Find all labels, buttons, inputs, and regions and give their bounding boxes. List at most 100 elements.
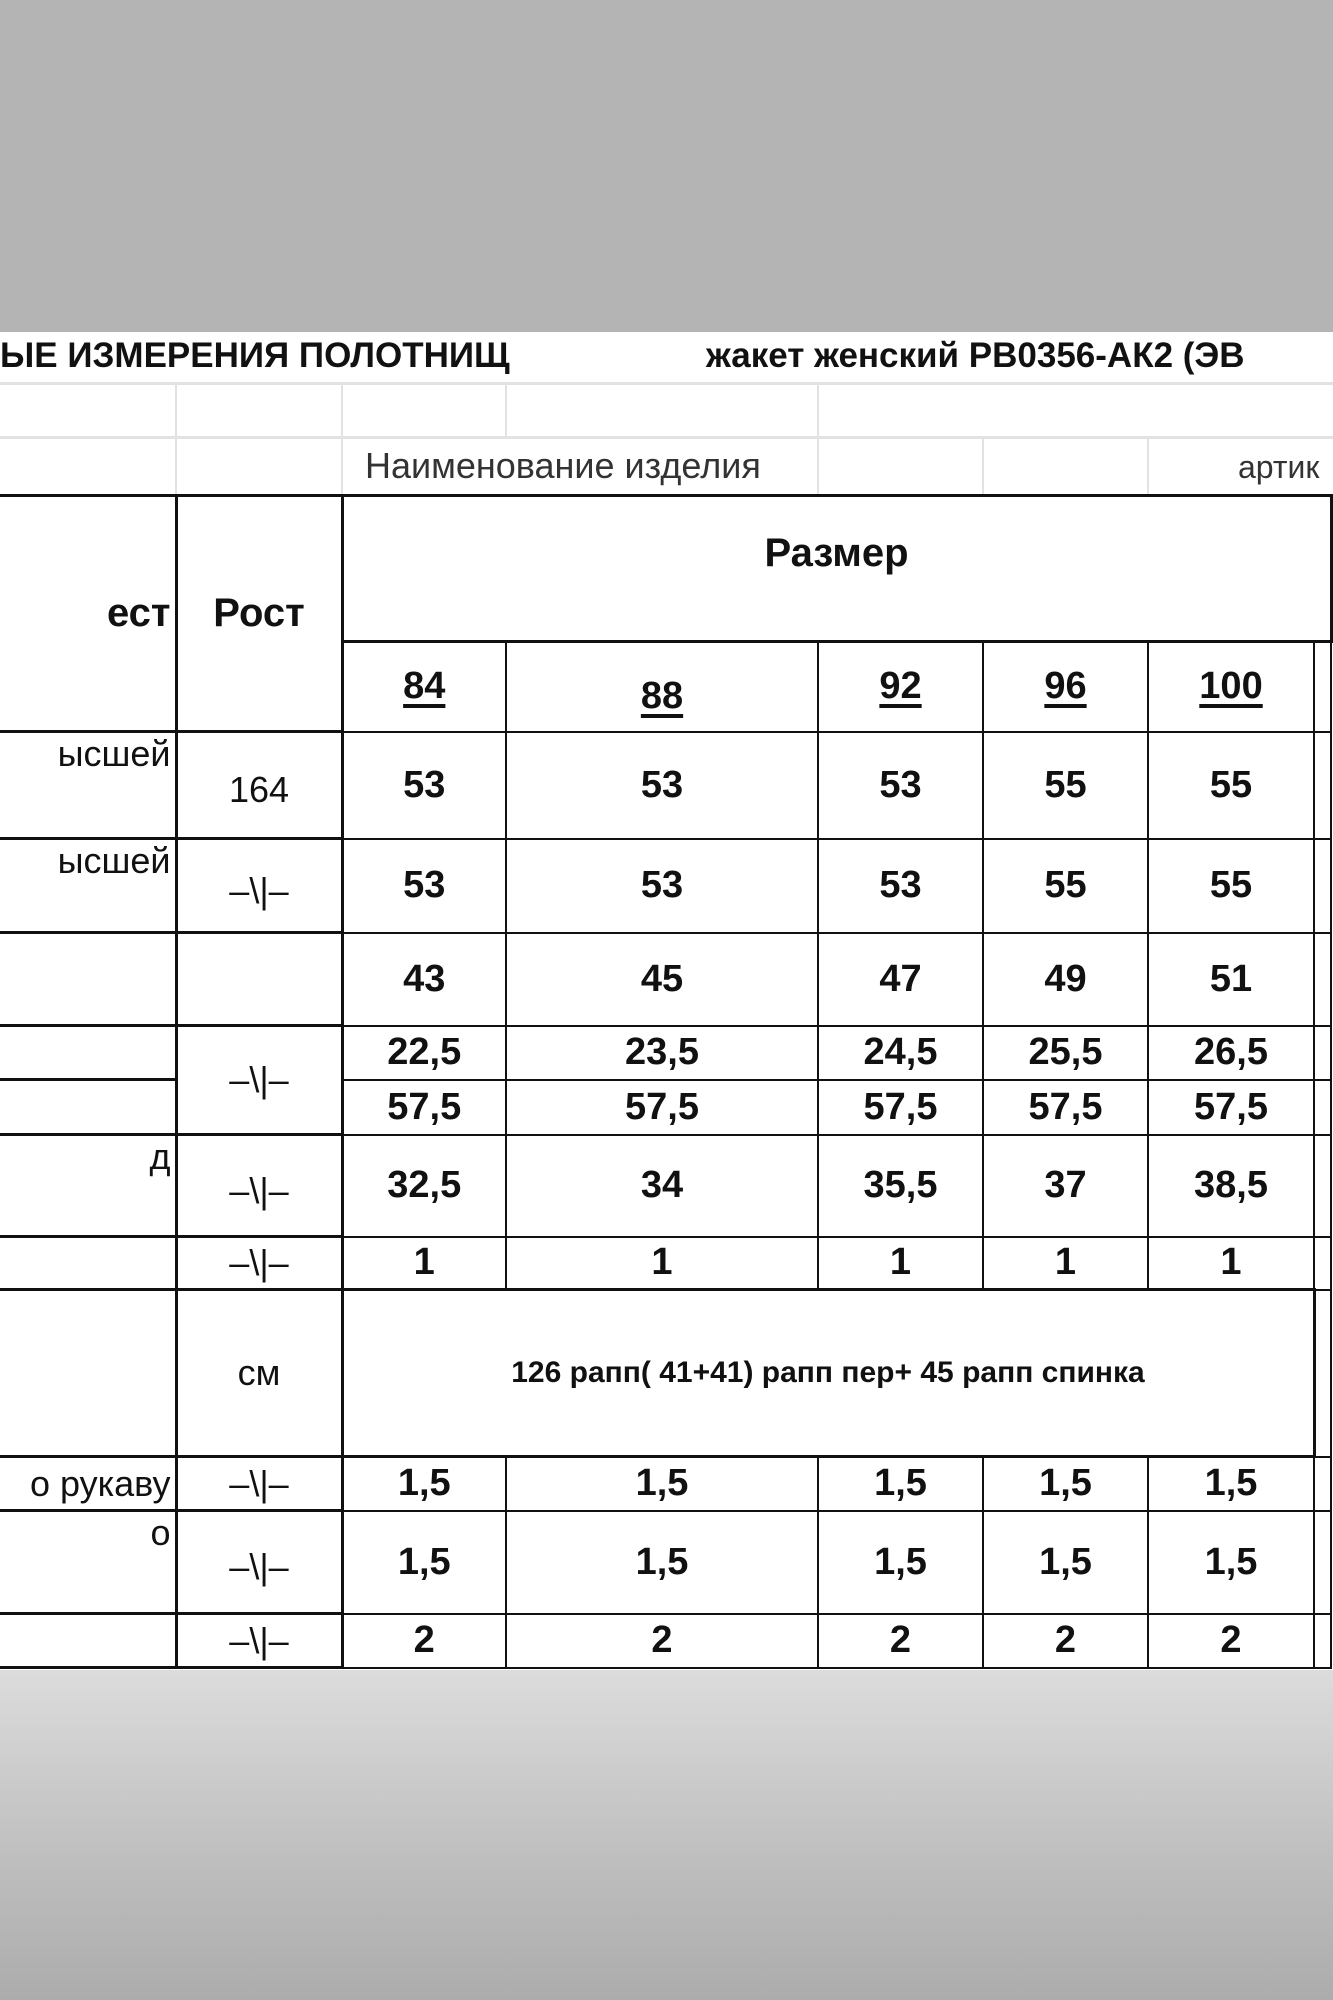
row-unit: [174, 931, 344, 1027]
article-label: артик: [1238, 449, 1320, 485]
value-cell: 49: [982, 931, 1149, 1027]
value-cell: 1,5: [982, 1455, 1149, 1512]
value-cell: 24,5: [817, 1024, 984, 1081]
row-label: [0, 1024, 178, 1081]
table-row: ысшей –\|– 53 53 53 55 55: [0, 837, 1333, 934]
value-cell: 57,5: [505, 1078, 819, 1136]
row-label: о рукаву: [0, 1455, 178, 1512]
value-cell: 1,5: [341, 1455, 507, 1512]
value-cell: 22,5: [341, 1024, 507, 1081]
table-row: 57,5 57,5 57,5 57,5 57,5: [0, 1078, 1333, 1136]
value-cell: 57,5: [817, 1078, 984, 1136]
value-cell: 1: [341, 1235, 507, 1291]
table-row: д –\|– 32,5 34 35,5 37 38,5: [0, 1133, 1333, 1238]
value-cell: 53: [505, 837, 819, 934]
value-cell: 43: [341, 931, 507, 1027]
header-size: Размер: [340, 494, 1333, 643]
value-cell: 47: [817, 931, 984, 1027]
value-cell: 2: [505, 1612, 819, 1669]
size-header-96: 96: [982, 640, 1149, 733]
value-cell: 57,5: [341, 1078, 507, 1136]
value-cell: 1,5: [341, 1509, 507, 1615]
size-header-92: 92: [817, 640, 984, 733]
value-cell: 1: [982, 1235, 1149, 1291]
value-cell: 57,5: [1147, 1078, 1315, 1136]
row-label: [0, 1288, 178, 1458]
size-header-next: [1312, 640, 1333, 733]
value-cell: 1,5: [505, 1455, 819, 1512]
size-header-100: 100: [1147, 640, 1315, 733]
value-cell-next: [1312, 1288, 1333, 1458]
row-label: ысшей: [0, 730, 178, 840]
row-label: [0, 1235, 178, 1291]
gridline: [341, 383, 343, 494]
value-cell-next: [1312, 1455, 1333, 1512]
row-unit: 164: [174, 730, 344, 840]
document-title: ЫЕ ИЗМЕРЕНИЯ ПОЛОТНИЩ: [0, 336, 510, 375]
value-cell: 38,5: [1147, 1133, 1315, 1238]
value-cell: 57,5: [982, 1078, 1149, 1136]
size-header-88: 88: [505, 640, 819, 733]
table-row: 43 45 47 49 51: [0, 931, 1333, 1027]
size-label: 88: [640, 675, 684, 718]
row-unit: –\|–: [174, 1455, 344, 1512]
value-cell: 2: [1147, 1612, 1315, 1669]
value-cell-next: [1312, 1078, 1333, 1136]
value-cell: 1,5: [817, 1455, 984, 1512]
value-cell: 55: [1147, 730, 1315, 840]
gridline: [175, 383, 177, 494]
value-cell: 53: [341, 837, 507, 934]
table-row: о –\|– 1,5 1,5 1,5 1,5 1,5: [0, 1509, 1333, 1615]
background-bottom: [0, 1670, 1333, 2000]
value-cell-next: [1312, 1509, 1333, 1615]
value-cell: 23,5: [505, 1024, 819, 1081]
row-unit: –\|–: [174, 1509, 344, 1615]
product-name-label: Наименование изделия: [365, 445, 761, 486]
background-top: [0, 0, 1333, 332]
table-row: –\|– 22,5 23,5 24,5 25,5 26,5: [0, 1024, 1333, 1136]
value-cell: 25,5: [982, 1024, 1149, 1081]
value-cell: 2: [982, 1612, 1149, 1669]
row-label: [0, 931, 178, 1027]
value-cell: 45: [505, 931, 819, 1027]
measurements-table: ест Рост Размер 84 88 92 96 100 ысшей 164 53 53…: [0, 494, 1333, 1669]
value-cell: 51: [1147, 931, 1315, 1027]
value-cell: 1,5: [1147, 1509, 1315, 1615]
value-cell: 32,5: [341, 1133, 507, 1238]
row-label: [0, 1078, 178, 1136]
size-label: 84: [403, 665, 446, 708]
value-cell: 1: [817, 1235, 984, 1291]
value-cell-next: [1312, 837, 1333, 934]
row-label: о: [0, 1509, 178, 1615]
value-cell-next: [1312, 1024, 1333, 1081]
table-row: ысшей 164 53 53 53 55 55: [0, 730, 1333, 840]
size-header-84: 84: [341, 640, 507, 733]
value-cell-next: [1312, 1235, 1333, 1291]
value-cell: 1,5: [817, 1509, 984, 1615]
value-cell: 53: [341, 730, 507, 840]
value-cell: 2: [817, 1612, 984, 1669]
value-cell: 1: [505, 1235, 819, 1291]
value-cell: 26,5: [1147, 1024, 1315, 1081]
row-label: ысшей: [0, 837, 178, 934]
value-cell-next: [1312, 1133, 1333, 1238]
gridline: [817, 383, 819, 494]
gridline: [982, 437, 984, 494]
value-cell: 1,5: [982, 1509, 1149, 1615]
value-cell: 34: [505, 1133, 819, 1238]
value-cell: 35,5: [817, 1133, 984, 1238]
row-unit: –\|–: [174, 1133, 344, 1238]
value-cell: 1,5: [505, 1509, 819, 1615]
value-cell-next: [1312, 730, 1333, 840]
value-cell: 37: [982, 1133, 1149, 1238]
table-row: –\|– 2 2 2 2 2: [0, 1612, 1333, 1669]
row-unit: –\|–: [174, 837, 344, 934]
value-cell: 1,5: [1147, 1455, 1315, 1512]
row-label: [0, 1612, 178, 1669]
table-row: –\|– 1 1 1 1 1: [0, 1235, 1333, 1291]
gridline: [1147, 437, 1149, 494]
value-cell: 53: [817, 730, 984, 840]
row-unit: см: [174, 1288, 344, 1458]
gridline: [0, 436, 1333, 439]
header-measurement: ест: [0, 494, 178, 733]
